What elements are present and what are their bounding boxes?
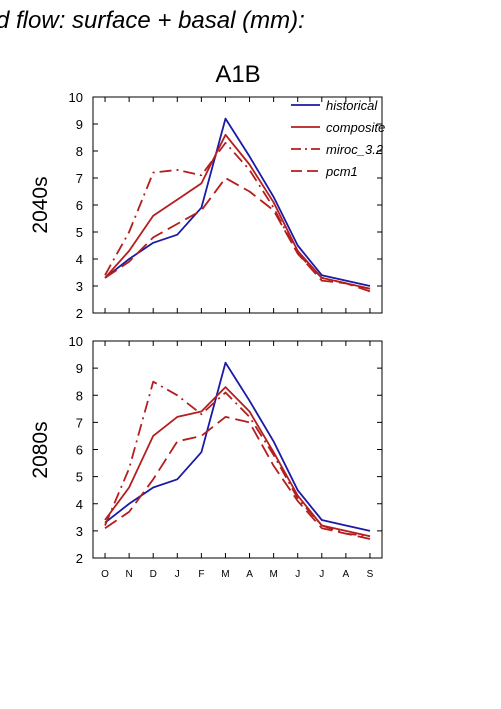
- y-tick-label: 4: [76, 252, 83, 267]
- series-line-historical: [104, 361, 371, 532]
- x-tick-label: S: [367, 569, 374, 580]
- panel-2040s: 2040s 2 3 4 5 6 7 8 9 10 historical composite miroc…: [29, 90, 385, 321]
- series-line-miroc-3-2: [104, 380, 371, 538]
- x-tick-label: J: [319, 569, 324, 580]
- x-tick-label: N: [126, 569, 133, 580]
- y-tick-label: 7: [76, 171, 83, 186]
- series-line-composite: [104, 133, 371, 290]
- series-line-pcm1: [104, 177, 371, 293]
- series-line-historical: [104, 117, 371, 287]
- panel-2080s: 2080s 2 3 4 5 6 7 8 9 10 O N D J F M A M J J A S: [29, 334, 383, 580]
- y-tick-label: 8: [76, 144, 83, 159]
- y-tick-label: 5: [76, 225, 83, 240]
- x-tick-label: J: [175, 569, 180, 580]
- row-label-2040s: 2040s: [29, 176, 52, 233]
- x-tick-label: D: [150, 569, 157, 580]
- x-tick-label: A: [246, 569, 253, 580]
- x-tick-label: F: [198, 569, 204, 580]
- y-tick-label: 9: [76, 361, 83, 376]
- y-tick-label: 9: [76, 117, 83, 132]
- y-tick-label: 6: [76, 443, 83, 458]
- x-tick-label: O: [101, 569, 109, 580]
- y-tick-label: 2: [76, 551, 83, 566]
- x-tick-label: M: [269, 569, 277, 580]
- plot-frame: [92, 340, 383, 559]
- series-line-pcm1: [104, 415, 371, 540]
- figure-title: d flow: surface + basal (mm):: [0, 7, 305, 34]
- x-tick-label: J: [295, 569, 300, 580]
- y-tick-label: 5: [76, 470, 83, 485]
- row-label-2080s: 2080s: [29, 421, 52, 478]
- y-tick-label: 8: [76, 388, 83, 403]
- y-tick-label: 10: [69, 90, 83, 105]
- x-tick-label: M: [221, 569, 229, 580]
- legend-label: miroc_3.2: [326, 142, 384, 157]
- scenario-title: A1B: [215, 61, 260, 88]
- y-tick-label: 7: [76, 415, 83, 430]
- y-tick-label: 3: [76, 279, 83, 294]
- y-tick-label: 2: [76, 306, 83, 321]
- y-tick-label: 10: [69, 334, 83, 349]
- x-tick-label: A: [343, 569, 350, 580]
- y-tick-label: 6: [76, 198, 83, 213]
- legend-label: historical: [326, 98, 378, 113]
- y-tick-label: 4: [76, 497, 83, 512]
- series-line-miroc-3-2: [104, 141, 371, 290]
- legend-label: composite: [326, 120, 385, 135]
- legend-label: pcm1: [325, 164, 358, 179]
- y-tick-label: 3: [76, 524, 83, 539]
